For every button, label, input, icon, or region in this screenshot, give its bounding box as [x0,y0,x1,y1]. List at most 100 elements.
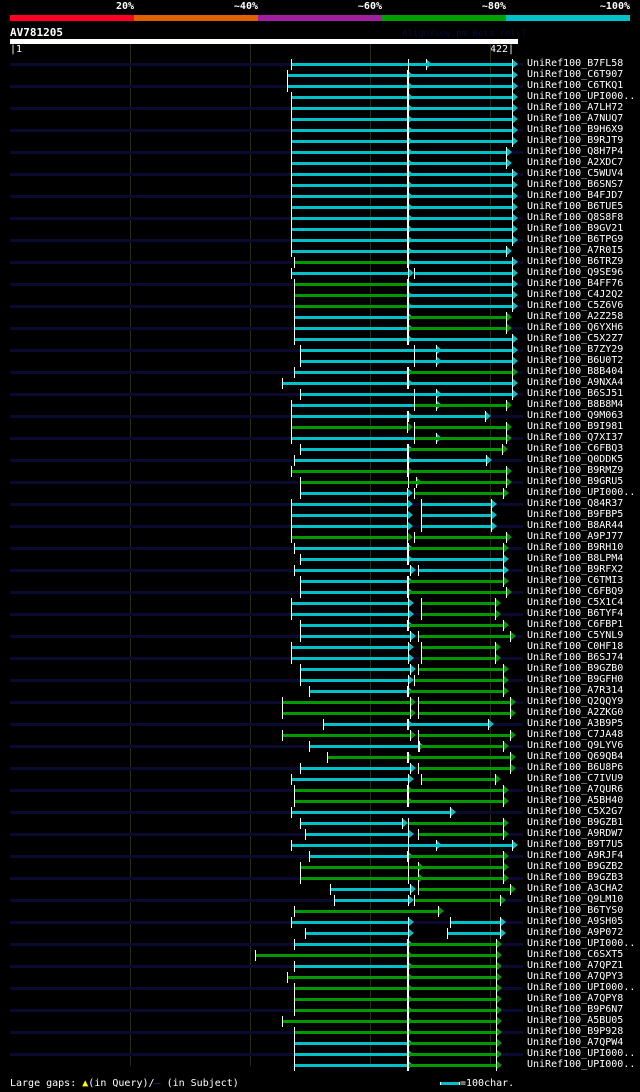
hit-label[interactable]: UniRef100_B6SNS7 [527,179,624,190]
hit-label[interactable]: UniRef100_B9RH10 [527,542,624,553]
hit-segment-1 [290,536,409,539]
hit-label[interactable]: UniRef100_B9P6N7 [527,1004,624,1015]
hit-label[interactable]: UniRef100_B6TPG9 [527,234,624,245]
hit-label[interactable]: UniRef100_C6FBQ3 [527,443,624,454]
hit-label[interactable]: UniRef100_A9RJF4 [527,850,624,861]
hit-label[interactable]: UniRef100_A3B9P5 [527,718,624,729]
segment-end-tick [511,169,513,180]
hit-label[interactable]: UniRef100_A9NXA4 [527,377,624,388]
hit-label[interactable]: UniRef100_A7R0I5 [527,245,624,256]
hit-label[interactable]: UniRef100_C6TKQ1 [527,80,624,91]
hit-label[interactable]: UniRef100_C6SXT5 [527,949,624,960]
hit-label[interactable]: UniRef100_B4FF76 [527,278,624,289]
hit-label[interactable]: UniRef100_B6U8P6 [527,762,624,773]
hit-label[interactable]: UniRef100_B9P928 [527,1026,624,1037]
hit-label[interactable]: UniRef100_B9RMZ9 [527,465,624,476]
hit-label[interactable]: UniRef100_A9P072 [527,927,624,938]
hit-label[interactable]: UniRef100_B9GZB1 [527,817,624,828]
hit-label[interactable]: UniRef100_A2ZKG0 [527,707,624,718]
hit-label[interactable]: UniRef100_B8LPM4 [527,553,624,564]
segment-end-arrow-icon [505,587,512,597]
hit-label[interactable]: UniRef100_UPI000.. [527,1059,636,1070]
hit-label[interactable]: UniRef100_Q9SE96 [527,267,624,278]
hit-label[interactable]: UniRef100_C6TMI3 [527,575,624,586]
hit-label[interactable]: UniRef100_A9PJ77 [527,531,624,542]
hit-label[interactable]: UniRef100_B6SJ51 [527,388,624,399]
hit-label[interactable]: UniRef100_B7FL58 [527,58,624,69]
hit-label[interactable]: UniRef100_Q9LYV6 [527,740,624,751]
hit-label[interactable]: UniRef100_A7LH72 [527,102,624,113]
hit-label[interactable]: UniRef100_B9GZB3 [527,872,624,883]
hit-label[interactable]: UniRef100_C6FBQ9 [527,586,624,597]
hit-label[interactable]: UniRef100_B8AR44 [527,520,624,531]
hit-label[interactable]: UniRef100_A7QUR6 [527,784,624,795]
hit-label[interactable]: UniRef100_C5X2Z7 [527,333,624,344]
hit-label[interactable]: UniRef100_B6TUE5 [527,201,624,212]
hit-label[interactable]: UniRef100_C5YNL9 [527,630,624,641]
hit-label[interactable]: UniRef100_C5WUV4 [527,168,624,179]
hit-label[interactable]: UniRef100_Q8S8F8 [527,212,624,223]
hit-label[interactable]: UniRef100_A7QPW4 [527,1037,624,1048]
hit-label[interactable]: UniRef100_UPI000.. [527,487,636,498]
segment-start-tick [408,752,410,763]
hit-label[interactable]: UniRef100_B6SJ74 [527,652,624,663]
hit-label[interactable]: UniRef100_B9FBP5 [527,509,624,520]
hit-label[interactable]: UniRef100_A7QPY3 [527,971,624,982]
hit-label[interactable]: UniRef100_B9GFH0 [527,674,624,685]
hit-label[interactable]: UniRef100_C5X2G7 [527,806,624,817]
hit-label[interactable]: UniRef100_B9RJT9 [527,135,624,146]
hit-label[interactable]: UniRef100_C0HF18 [527,641,624,652]
hit-label[interactable]: UniRef100_Q0DDK5 [527,454,624,465]
hit-label[interactable]: UniRef100_A7QPY8 [527,993,624,1004]
hit-label[interactable]: UniRef100_Q69QB4 [527,751,624,762]
hit-label[interactable]: UniRef100_UPI000.. [527,938,636,949]
hit-label[interactable]: UniRef100_C7JA48 [527,729,624,740]
hit-label[interactable]: UniRef100_A2XDC7 [527,157,624,168]
hit-segment-2 [408,250,507,253]
hit-label[interactable]: UniRef100_C7IVU9 [527,773,624,784]
segment-end-tick [511,114,513,125]
hit-label[interactable]: UniRef100_Q7XI37 [527,432,624,443]
hit-label[interactable]: UniRef100_B9GRU5 [527,476,624,487]
hit-label[interactable]: UniRef100_B6U0T2 [527,355,624,366]
hit-label[interactable]: UniRef100_A5BU05 [527,1015,624,1026]
hit-label[interactable]: UniRef100_A5BH40 [527,795,624,806]
hit-label[interactable]: UniRef100_C5Z6V6 [527,300,624,311]
hit-label[interactable]: UniRef100_C6FBP1 [527,619,624,630]
hit-label[interactable]: UniRef100_B9GV21 [527,223,624,234]
hit-label[interactable]: UniRef100_B9I981 [527,421,624,432]
hit-label[interactable]: UniRef100_C5X1C4 [527,597,624,608]
hit-label[interactable]: UniRef100_A3CHA2 [527,883,624,894]
hit-label[interactable]: UniRef100_B4FJD7 [527,190,624,201]
hit-label[interactable]: UniRef100_A7NUQ7 [527,113,624,124]
hit-segment-1 [290,470,409,473]
hit-label[interactable]: UniRef100_UPI000.. [527,91,636,102]
hit-label[interactable]: UniRef100_B9RFX2 [527,564,624,575]
hit-label[interactable]: UniRef100_A7R314 [527,685,624,696]
hit-label[interactable]: UniRef100_Q2QQY9 [527,696,624,707]
hit-label[interactable]: UniRef100_UPI000.. [527,1048,636,1059]
hit-label[interactable]: UniRef100_A2Z258 [527,311,624,322]
hit-label[interactable]: UniRef100_Q9M063 [527,410,624,421]
hit-label[interactable]: UniRef100_A9RDW7 [527,828,624,839]
segment-end-tick [407,224,409,235]
hit-label[interactable]: UniRef100_A9SH05 [527,916,624,927]
hit-label[interactable]: UniRef100_Q84R37 [527,498,624,509]
hit-label[interactable]: UniRef100_B6TYF4 [527,608,624,619]
hit-label[interactable]: UniRef100_Q8H7P4 [527,146,624,157]
hit-label[interactable]: UniRef100_Q9LM10 [527,894,624,905]
hit-label[interactable]: UniRef100_B8B8M4 [527,399,624,410]
hit-label[interactable]: UniRef100_B9T7U5 [527,839,624,850]
hit-label[interactable]: UniRef100_B9GZB0 [527,663,624,674]
hit-label[interactable]: UniRef100_C4J2Q2 [527,289,624,300]
hit-label[interactable]: UniRef100_B9H6X9 [527,124,624,135]
hit-label[interactable]: UniRef100_C6T907 [527,69,624,80]
hit-label[interactable]: UniRef100_A7QPZ1 [527,960,624,971]
hit-label[interactable]: UniRef100_B8B404 [527,366,624,377]
hit-label[interactable]: UniRef100_B7ZY29 [527,344,624,355]
hit-label[interactable]: UniRef100_B9GZB2 [527,861,624,872]
hit-label[interactable]: UniRef100_B6TYS0 [527,905,624,916]
hit-label[interactable]: UniRef100_UPI000.. [527,982,636,993]
hit-label[interactable]: UniRef100_B6TRZ9 [527,256,624,267]
hit-label[interactable]: UniRef100_Q6YXH6 [527,322,624,333]
